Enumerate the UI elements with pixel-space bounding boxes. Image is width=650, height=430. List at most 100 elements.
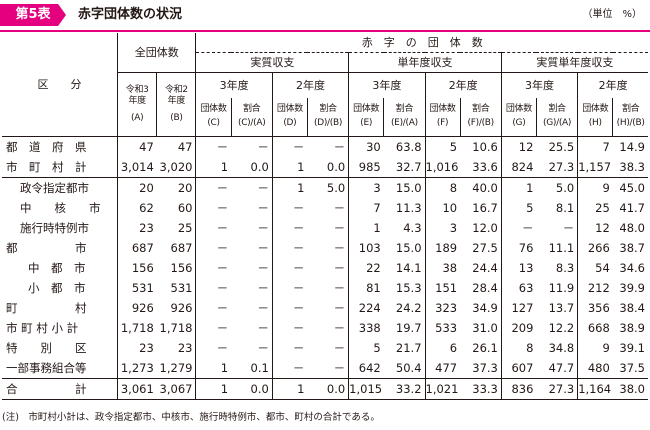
table-cell: 38.9 <box>619 320 645 335</box>
table-cell: 209 <box>500 317 537 338</box>
table-row: 合 計 3,061 3,067 1 0.0 1 0.0 1,015 33.2 1,021 33.3 8… <box>2 378 648 400</box>
header-jt-y2: 2年度 <box>577 72 648 98</box>
table-cell: 1,016 <box>424 156 461 178</box>
table-cell: 1 <box>195 156 232 178</box>
table-cell: 323 <box>424 297 461 318</box>
table-cell: 13 <box>500 257 537 278</box>
table-cell: 34.6 <box>619 260 645 275</box>
table-cell: － <box>333 220 346 235</box>
table-cell: 687 <box>170 240 193 255</box>
table-row: 町 村 926 926 －－－－ 224 24.2 323 34.9 127 13.7 356 38.… <box>2 297 648 318</box>
table-cell: 50.4 <box>383 357 426 379</box>
header-deficit-groups: 赤 字 の 団 体 数 <box>195 33 648 53</box>
table-cell: 63.8 <box>395 139 422 154</box>
table-cell: 30 <box>348 136 384 157</box>
table-cell: 21.7 <box>395 340 422 355</box>
table-cell: 1 <box>271 177 308 198</box>
title-rule <box>0 30 650 32</box>
table-cell: 39.9 <box>619 280 645 295</box>
table-cell: 37.3 <box>460 357 502 379</box>
table-cell: 62 <box>117 197 157 218</box>
header-all-groups: 全団体数 <box>117 33 196 73</box>
table-cell: 1,718 <box>117 317 157 338</box>
table-cell: 266 <box>577 237 613 258</box>
table-cell: 926 <box>170 300 193 315</box>
table-cell: 38.3 <box>612 156 648 178</box>
table-cell: 60 <box>177 200 193 215</box>
header-r3: 令和3年度 (A) <box>117 72 157 137</box>
table-cell: 47 <box>117 136 157 157</box>
table-cell: － <box>195 237 232 258</box>
table-cell: 103 <box>348 237 384 258</box>
table-cell: 531 <box>170 280 193 295</box>
table-cell: 3,067 <box>156 378 196 400</box>
table-cell: 5.0 <box>555 180 575 195</box>
table-cell: － <box>195 337 232 358</box>
table-cell: 81 <box>348 277 384 298</box>
table-cell: － <box>195 277 232 298</box>
table-cell: 1 <box>271 378 308 400</box>
table-cell: 127 <box>500 297 537 318</box>
table-cell: 1,164 <box>577 378 613 400</box>
header-code: (G) <box>512 118 526 129</box>
table-cell: 338 <box>348 317 384 338</box>
row-label: 中 都 市 <box>28 260 86 275</box>
table-row: 市 町 村 小 計 1,718 1,718 －－－－ 338 19.7 533 31.0 209… <box>2 317 648 338</box>
table-cell: 8.3 <box>555 260 575 275</box>
header-tannendo-y3: 3年度 <box>348 72 426 98</box>
table-cell: 10.6 <box>472 139 498 154</box>
row-label: 合 計 <box>2 378 118 400</box>
table-cell: 668 <box>577 317 613 338</box>
table-cell: 41.7 <box>619 200 645 215</box>
table-cell: 23 <box>117 217 157 238</box>
table-body: 都 道 府 県 47 47 －－－－ 30 63.8 5 10.6 12 25.5 7 14.9 市 町… <box>2 136 648 400</box>
table-cell: 63 <box>500 277 537 298</box>
header-r3-label: 令和3年度 <box>125 84 149 106</box>
table-cell: － <box>271 277 308 298</box>
table-cell: 212 <box>577 277 613 298</box>
header-code: (C)/(A) <box>237 118 266 129</box>
footnote: (注) 市町村小計は、政令指定都市、中核市、施行時特例市、都市、町村の合計である… <box>2 412 380 423</box>
table-cell: 477 <box>424 357 461 379</box>
table-row: 都 市 687 687 －－－－ 103 15.0 189 27.5 76 11.1 266 38.7 <box>2 237 648 258</box>
row-label: 市 町 村 計 <box>2 156 118 178</box>
table-cell: 4.3 <box>403 220 422 235</box>
table-cell: － <box>271 337 308 358</box>
header-sub-9: 団体数 (G) <box>500 98 537 137</box>
table-cell: － <box>333 280 346 295</box>
table-cell: － <box>271 317 308 338</box>
table-cell: 38 <box>424 257 461 278</box>
table-row: 小 都 市 531 531 －－－－ 81 15.3 151 28.4 63 11.9 212 39.… <box>2 277 648 298</box>
header-ratio-label: 割合 <box>548 104 566 115</box>
table-cell: 19.7 <box>395 320 422 335</box>
table-cell: － <box>271 257 308 278</box>
table-cell: － <box>195 136 232 157</box>
table-cell: 8 <box>424 177 461 198</box>
table-cell: 0.0 <box>307 378 349 400</box>
header-sub-11: 団体数 (H) <box>577 98 613 137</box>
table-cell: 3,020 <box>156 156 196 178</box>
table-cell: 15.0 <box>395 240 422 255</box>
table-cell: 39.1 <box>619 340 645 355</box>
table-cell: － <box>271 136 308 157</box>
header-sub-6: 割合 (E)/(A) <box>383 98 426 137</box>
table-cell: 20 <box>117 177 157 198</box>
table-cell: － <box>257 139 269 154</box>
unit-label: （単位 %） <box>582 9 642 20</box>
table-row: 都 道 府 県 47 47 －－－－ 30 63.8 5 10.6 12 25.5 7 14.9 <box>2 136 648 157</box>
table-cell: 151 <box>424 277 461 298</box>
header-tannendo: 単年度収支 <box>348 52 502 73</box>
table-cell: 3 <box>348 177 384 198</box>
table-number-badge: 第5表 <box>0 4 66 26</box>
row-label: 特 別 区 <box>6 340 87 355</box>
table-cell: 23 <box>177 340 193 355</box>
header-count-label: 団体数 <box>200 104 227 115</box>
table-cell: － <box>271 297 308 318</box>
header-code-row: 団体数 (C) 割合 (C)/(A) 団体数 (D) 割合 (D)/(B) 団体数 (E) 割合 (E… <box>2 98 648 137</box>
table-cell: － <box>257 180 269 195</box>
table-cell: 12.0 <box>472 220 498 235</box>
row-label: 政令指定都市 <box>20 180 89 195</box>
table-cell: 22 <box>348 257 384 278</box>
table-cell: 11.9 <box>548 280 575 295</box>
header-jisshitsu-y3: 3年度 <box>195 72 273 98</box>
